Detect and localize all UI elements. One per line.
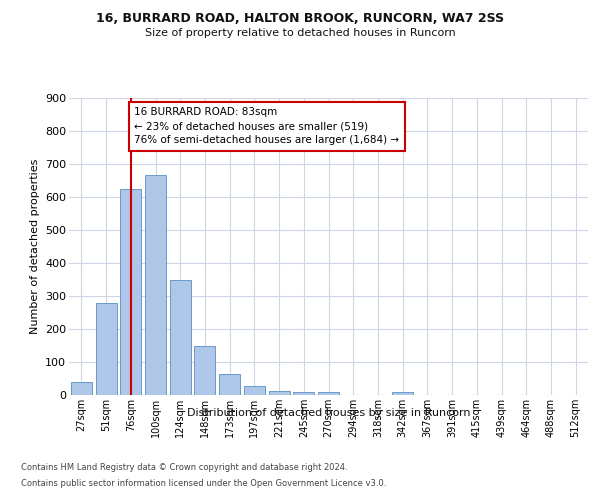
Text: Contains HM Land Registry data © Crown copyright and database right 2024.: Contains HM Land Registry data © Crown c…: [21, 462, 347, 471]
Y-axis label: Number of detached properties: Number of detached properties: [29, 158, 40, 334]
Bar: [293, 392, 314, 395]
Bar: [318, 392, 339, 395]
Bar: [120, 190, 141, 395]
Text: Distribution of detached houses by size in Runcorn: Distribution of detached houses by size …: [187, 408, 470, 418]
Bar: [95, 303, 116, 395]
Bar: [219, 374, 240, 395]
Bar: [244, 386, 265, 395]
Bar: [170, 280, 191, 395]
Text: 16 BURRARD ROAD: 83sqm
← 23% of detached houses are smaller (519)
76% of semi-de: 16 BURRARD ROAD: 83sqm ← 23% of detached…: [134, 108, 400, 146]
Bar: [392, 392, 413, 395]
Bar: [145, 174, 166, 395]
Text: Size of property relative to detached houses in Runcorn: Size of property relative to detached ho…: [145, 28, 455, 38]
Text: Contains public sector information licensed under the Open Government Licence v3: Contains public sector information licen…: [21, 479, 386, 488]
Bar: [71, 382, 92, 395]
Bar: [269, 390, 290, 395]
Text: 16, BURRARD ROAD, HALTON BROOK, RUNCORN, WA7 2SS: 16, BURRARD ROAD, HALTON BROOK, RUNCORN,…: [96, 12, 504, 26]
Bar: [194, 346, 215, 395]
